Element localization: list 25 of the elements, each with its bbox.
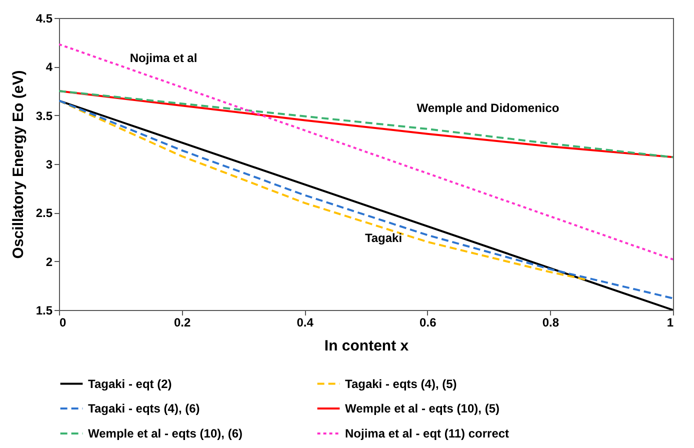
legend-label: Wemple et al - eqts (10), (6)	[88, 426, 242, 440]
legend-label: Nojima et al - eqt (11) correct	[345, 426, 510, 440]
line-series	[59, 90, 673, 158]
legend-label: Tagaki - eqts (4), (6)	[88, 402, 200, 416]
y-tick-label: 3	[46, 158, 53, 172]
y-tick-label: 3.5	[36, 108, 53, 123]
annotation: Nojima et al	[130, 51, 198, 65]
y-tick-label: 4	[46, 60, 53, 74]
y-tick-label: 2	[46, 254, 53, 269]
legend-label: Wemple et al - eqts (10), (5)	[345, 402, 500, 416]
x-tick-label: 0.8	[542, 316, 560, 330]
legend-label: Tagaki - eqts (4), (5)	[345, 376, 457, 391]
y-tick-label: 1.5	[36, 304, 53, 318]
y-tick-label: 4.5	[36, 12, 53, 26]
x-axis-title: In content x	[324, 338, 410, 354]
legend-label: Tagaki - eqt (2)	[88, 376, 172, 391]
x-tick-label: 0.2	[174, 316, 191, 330]
y-axis-title: Oscillatory Energy Eo (eV)	[10, 70, 27, 259]
x-tick-label: 0	[60, 316, 66, 330]
annotation: Tagaki	[364, 231, 402, 245]
annotation: Wemple and Didomenico	[416, 101, 560, 115]
x-tick-label: 0.6	[420, 316, 437, 330]
y-tick-label: 2.5	[36, 206, 53, 220]
x-tick-label: 1	[666, 316, 674, 330]
x-tick-label: 0.4	[296, 316, 314, 330]
